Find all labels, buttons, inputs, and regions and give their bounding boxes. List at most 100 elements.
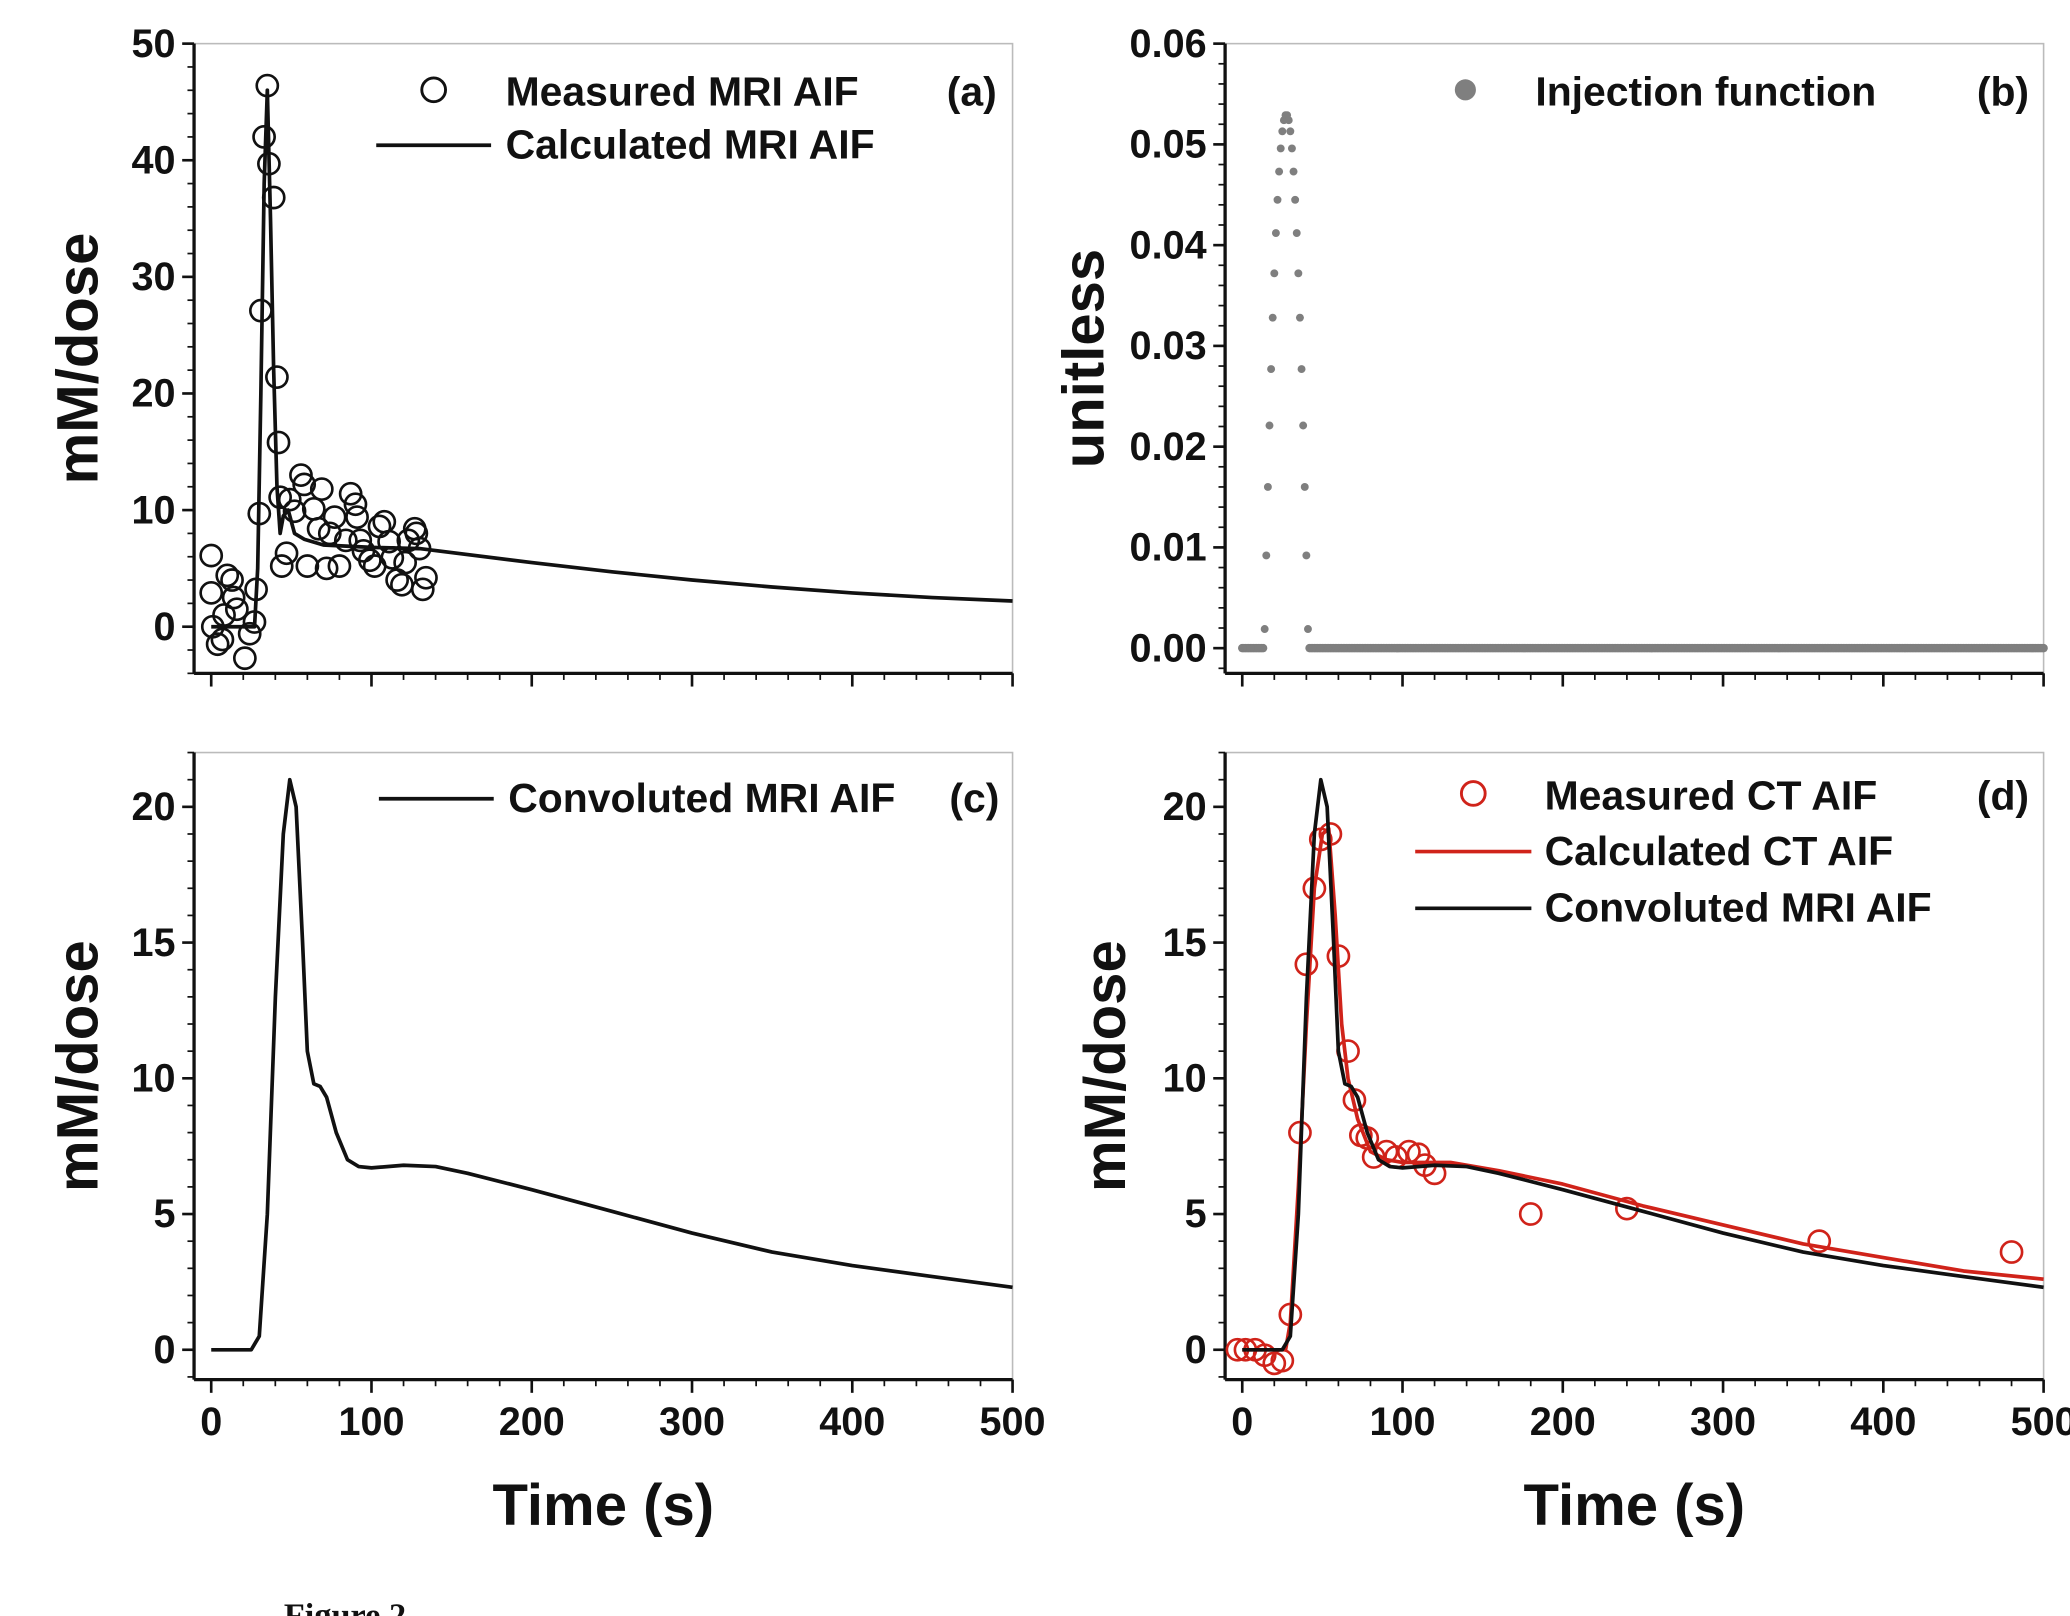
data-point bbox=[367, 514, 392, 539]
data-point bbox=[333, 528, 358, 553]
data-point bbox=[1807, 1229, 1832, 1254]
data-point bbox=[327, 554, 352, 578]
data-point bbox=[345, 505, 369, 529]
x-tick-label: 500 bbox=[980, 1400, 1046, 1444]
data-point bbox=[215, 563, 240, 588]
series-line bbox=[211, 777, 1013, 1352]
x-tick-label: 0 bbox=[200, 1400, 222, 1444]
data-point bbox=[306, 516, 331, 541]
x-tick-label: 200 bbox=[499, 1400, 565, 1444]
data-point bbox=[410, 577, 435, 602]
data-point bbox=[295, 554, 320, 578]
y-tick-label: 0.01 bbox=[1130, 526, 1207, 570]
y-tick-label: 15 bbox=[132, 921, 176, 965]
legend: Measured MRI AIF Calculated MRI AIF (a) bbox=[376, 69, 997, 167]
data-point bbox=[372, 509, 397, 534]
series-line bbox=[211, 88, 1013, 629]
data-point bbox=[1276, 144, 1285, 153]
series-calculated-mri-aif bbox=[211, 88, 1013, 629]
x-tick-label: 100 bbox=[1369, 1400, 1435, 1444]
data-point bbox=[269, 554, 294, 578]
y-tick-label: 0 bbox=[154, 1328, 176, 1372]
y-axis-title: mM/dose bbox=[46, 233, 111, 485]
legend-label: Injection function bbox=[1535, 69, 1876, 115]
data-point bbox=[274, 541, 299, 566]
data-point bbox=[377, 529, 401, 554]
y-tick-label: 20 bbox=[132, 785, 176, 829]
data-point bbox=[1518, 1202, 1543, 1226]
y-tick-label: 20 bbox=[132, 372, 176, 416]
legend: Convoluted MRI AIF (c) bbox=[378, 775, 999, 821]
data-point bbox=[1300, 482, 1309, 491]
legend-label: Measured MRI AIF bbox=[506, 69, 859, 115]
panel-label: (d) bbox=[1977, 772, 2029, 818]
data-point bbox=[1273, 195, 1282, 204]
y-axis-title: unitless bbox=[1052, 249, 1117, 468]
legend-dot-icon bbox=[1454, 79, 1476, 101]
data-point bbox=[1304, 625, 1312, 633]
data-point bbox=[221, 585, 246, 610]
x-tick-label: 100 bbox=[338, 1400, 404, 1444]
data-point bbox=[314, 556, 339, 581]
data-point bbox=[210, 627, 235, 652]
y-tick-label: 0.02 bbox=[1130, 425, 1207, 469]
legend-label: Convoluted MRI AIF bbox=[1545, 885, 1932, 931]
y-axis-title: mM/dose bbox=[1073, 940, 1138, 1192]
data-point bbox=[1258, 643, 1268, 653]
data-point bbox=[393, 550, 418, 575]
data-point bbox=[1268, 313, 1277, 322]
panel-label: (a) bbox=[947, 69, 997, 115]
data-point bbox=[266, 430, 291, 455]
data-point bbox=[261, 185, 286, 210]
legend-label: Convoluted MRI AIF bbox=[508, 775, 895, 821]
data-point bbox=[2039, 643, 2048, 653]
data-point bbox=[1275, 167, 1284, 176]
data-point bbox=[348, 528, 373, 553]
y-tick-label: 0.03 bbox=[1130, 324, 1207, 368]
y-tick-label: 0.00 bbox=[1130, 626, 1207, 670]
data-point bbox=[1291, 195, 1300, 204]
x-tick-label: 300 bbox=[659, 1400, 725, 1444]
y-axis-title: mM/dose bbox=[46, 940, 111, 1192]
data-point bbox=[404, 521, 429, 546]
y-tick-label: 10 bbox=[132, 488, 176, 532]
data-point bbox=[1302, 551, 1311, 560]
x-tick-label: 200 bbox=[1530, 1400, 1596, 1444]
y-tick-label: 5 bbox=[1185, 1192, 1207, 1236]
data-point bbox=[199, 580, 224, 605]
data-point bbox=[1260, 625, 1269, 633]
data-point bbox=[1292, 229, 1301, 238]
data-point bbox=[1299, 421, 1308, 430]
series-convoluted-mri-aif bbox=[211, 777, 1013, 1352]
y-tick-label: 20 bbox=[1163, 785, 1207, 829]
data-point bbox=[205, 632, 230, 657]
panel-a: 0 10 20 30 40 50 mM/dose Measured MRI AIF Calcul… bbox=[46, 22, 1014, 687]
data-point bbox=[1270, 269, 1279, 278]
x-tick-label: 400 bbox=[1850, 1400, 1916, 1444]
data-point bbox=[1265, 421, 1274, 430]
legend-circle-icon bbox=[1459, 780, 1487, 807]
legend-label: Calculated CT AIF bbox=[1545, 828, 1894, 874]
data-point bbox=[1999, 1240, 2024, 1264]
data-point bbox=[1267, 365, 1276, 374]
legend-circle-icon bbox=[420, 76, 448, 104]
panel-label: (c) bbox=[949, 775, 999, 821]
data-point bbox=[237, 621, 262, 646]
legend: Measured CT AIF Calculated CT AIF Convolut… bbox=[1415, 772, 2029, 931]
data-point bbox=[282, 499, 307, 524]
plot-frame bbox=[193, 751, 1014, 1381]
y-tick-label: 50 bbox=[132, 22, 176, 66]
data-point bbox=[1278, 127, 1287, 136]
data-point bbox=[357, 548, 382, 573]
x-tick-label: 0 bbox=[1231, 1400, 1253, 1444]
y-tick-label: 0.04 bbox=[1130, 223, 1207, 267]
data-point bbox=[414, 565, 438, 590]
y-tick-label: 40 bbox=[132, 138, 176, 182]
data-point bbox=[265, 365, 289, 390]
plot-frame bbox=[1224, 42, 2045, 675]
legend: Injection function (b) bbox=[1454, 69, 2029, 115]
y-tick-label: 0 bbox=[1185, 1328, 1207, 1372]
